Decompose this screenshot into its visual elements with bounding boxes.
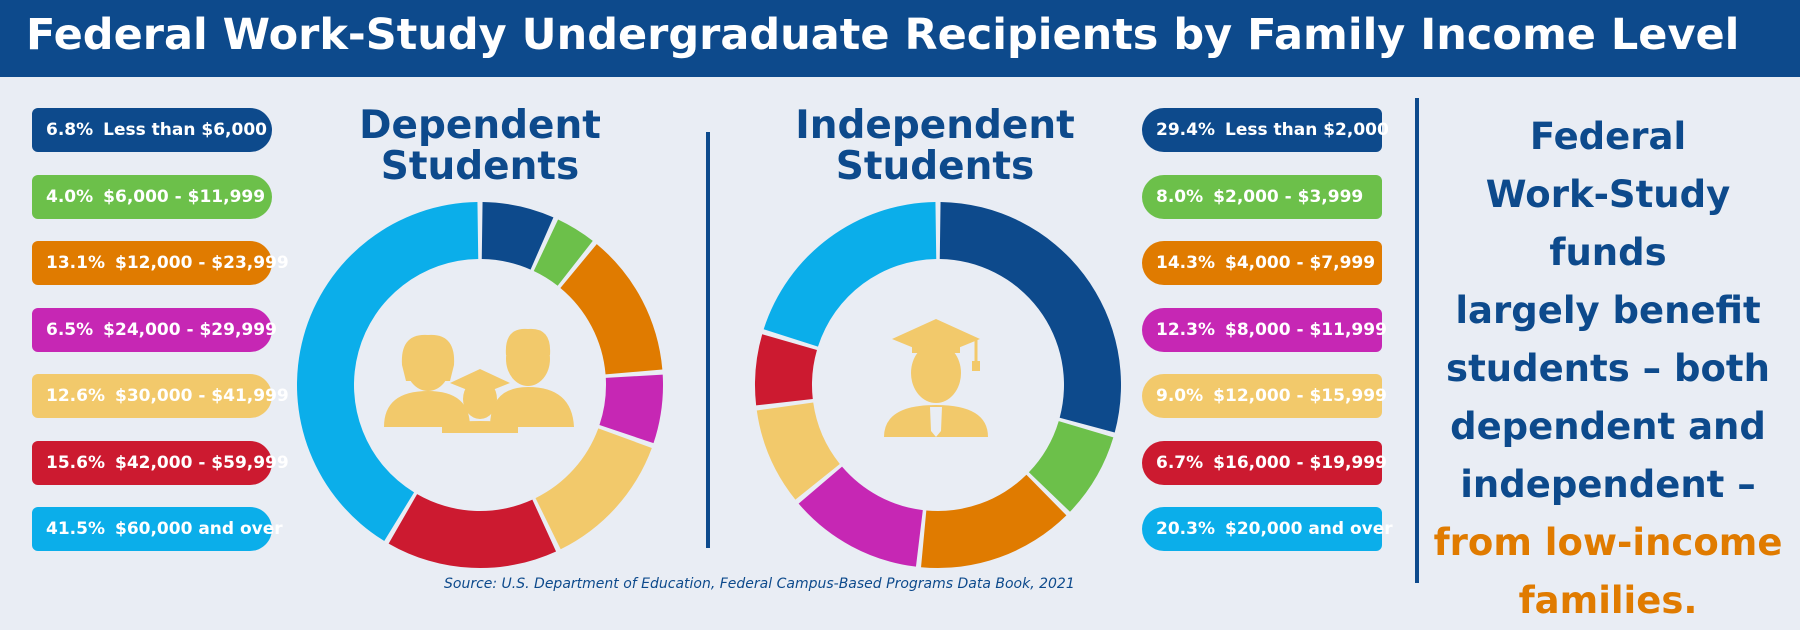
dependent-legend: 6.8% Less than $6,000 4.0% $6,000 - $11,99… <box>32 108 289 574</box>
dependent-donut-chart <box>297 202 663 568</box>
donut-slice <box>921 474 1067 568</box>
legend-range: $12,000 - $23,999 <box>114 253 289 273</box>
divider-line <box>1415 98 1419 583</box>
legend-percent: 6.8% <box>46 120 94 140</box>
legend-percent: 4.0% <box>46 186 94 207</box>
message-highlight: from low-income <box>1433 521 1783 564</box>
legend-percent: 20.3% <box>1156 519 1215 539</box>
header-banner: Federal Work-Study Undergraduate Recipie… <box>0 0 1800 77</box>
legend-item: 41.5% $60,000 and over <box>32 507 283 551</box>
legend-percent: 15.6% <box>46 452 105 473</box>
donut-slice <box>939 202 1121 433</box>
legend-range: $42,000 - $59,999 <box>114 452 289 473</box>
donut-slice <box>388 494 557 568</box>
legend-range: $16,000 - $19,999 <box>1213 452 1387 473</box>
independent-slices <box>755 202 1121 568</box>
donut-slice <box>535 428 652 550</box>
independent-chart-title: Independent Students <box>795 103 1075 189</box>
donut-slice <box>798 466 923 567</box>
legend-item: 15.6% $42,000 - $59,999 <box>32 440 289 485</box>
legend-percent: 14.3% <box>1156 253 1215 273</box>
message-line: Work-Study funds <box>1485 173 1731 274</box>
donut-slice <box>755 334 817 406</box>
message-highlight: families. <box>1518 579 1698 622</box>
legend-percent: 6.5% <box>46 319 94 340</box>
message-line: dependent and <box>1450 405 1766 448</box>
family-graduate-icon <box>384 328 574 433</box>
legend-item: 13.1% $12,000 - $23,999 <box>32 241 289 285</box>
legend-percent: 8.0% <box>1156 186 1204 207</box>
donut-slice <box>763 202 937 347</box>
donut-slice <box>560 244 663 375</box>
dependent-chart-title: Dependent Students <box>359 103 601 189</box>
message-line: largely benefit <box>1455 289 1761 332</box>
legend-item: 29.4% Less than $2,000 <box>1142 108 1389 152</box>
legend-percent: 12.6% <box>46 386 105 406</box>
legend-range: $60,000 and over <box>114 519 283 539</box>
legend-percent: 12.3% <box>1156 319 1215 340</box>
donut-slice <box>297 202 479 541</box>
message-line: Federal <box>1529 115 1687 158</box>
donut-slice <box>756 402 840 500</box>
legend-percent: 6.7% <box>1156 452 1204 473</box>
legend-item: 4.0% $6,000 - $11,999 <box>32 174 272 219</box>
key-message: Federal Work-Study funds largely benefit… <box>1432 108 1784 630</box>
legend-range: Less than $2,000 <box>1224 120 1389 140</box>
legend-item: 12.6% $30,000 - $41,999 <box>32 374 289 418</box>
page-title: Federal Work-Study Undergraduate Recipie… <box>26 10 1740 60</box>
legend-item: 14.3% $4,000 - $7,999 <box>1142 241 1382 285</box>
independent-legend: 29.4% Less than $2,000 8.0% $2,000 - $3,99… <box>1142 108 1393 574</box>
donut-slice <box>599 374 663 444</box>
legend-percent: 41.5% <box>46 519 105 539</box>
legend-item: 9.0% $12,000 - $15,999 <box>1142 374 1387 418</box>
donut-slice <box>1028 421 1114 512</box>
legend-range: $12,000 - $15,999 <box>1213 386 1387 406</box>
source-note: Source: U.S. Department of Education, Fe… <box>444 576 1075 592</box>
independent-donut-chart <box>755 202 1121 568</box>
legend-item: 8.0% $2,000 - $3,999 <box>1142 174 1382 219</box>
legend-range: $24,000 - $29,999 <box>103 319 277 340</box>
legend-percent: 29.4% <box>1156 120 1215 140</box>
graduate-icon <box>884 319 988 437</box>
message-line: students – both <box>1446 347 1770 390</box>
legend-item: 6.5% $24,000 - $29,999 <box>32 307 277 352</box>
legend-range: $8,000 - $11,999 <box>1224 319 1387 340</box>
legend-range: $2,000 - $3,999 <box>1213 186 1364 207</box>
legend-range: $6,000 - $11,999 <box>103 186 266 207</box>
legend-item: 20.3% $20,000 and over <box>1142 507 1393 551</box>
legend-range: Less than $6,000 <box>103 120 267 140</box>
donut-slice <box>533 219 593 286</box>
legend-item: 6.7% $16,000 - $19,999 <box>1142 440 1387 485</box>
divider-line <box>706 132 710 548</box>
legend-range: $4,000 - $7,999 <box>1224 253 1376 273</box>
legend-item: 6.8% Less than $6,000 <box>32 108 272 152</box>
legend-percent: 13.1% <box>46 253 105 273</box>
dependent-slices <box>297 202 663 568</box>
legend-range: $20,000 and over <box>1224 519 1393 539</box>
donut-slice <box>481 202 554 270</box>
legend-range: $30,000 - $41,999 <box>114 386 289 406</box>
legend-item: 12.3% $8,000 - $11,999 <box>1142 307 1387 352</box>
message-line: independent – <box>1460 463 1756 506</box>
legend-percent: 9.0% <box>1156 386 1204 406</box>
